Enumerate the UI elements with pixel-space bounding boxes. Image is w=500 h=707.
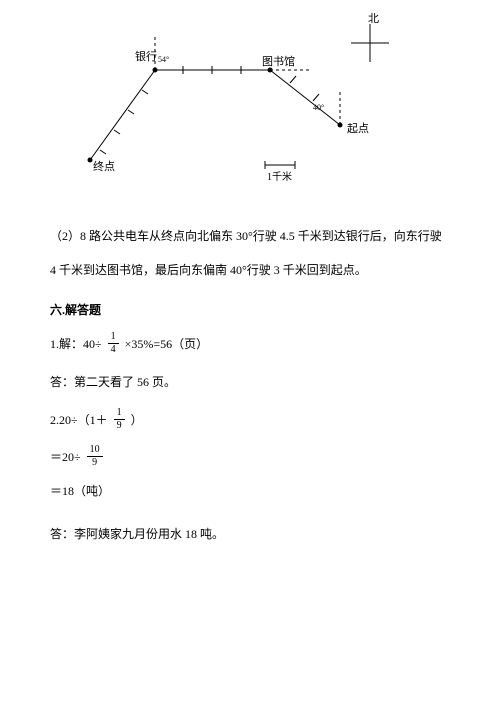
point-library bbox=[268, 68, 273, 73]
north-label: 北 bbox=[368, 12, 379, 25]
compass: 北 bbox=[351, 12, 389, 62]
q2-line1-fraction: 1 9 bbox=[114, 408, 125, 431]
q2-line1-suffix: ） bbox=[131, 411, 143, 428]
end-label: 终点 bbox=[93, 159, 115, 173]
ticks-end-bank bbox=[100, 90, 148, 154]
bank-label: 银行 bbox=[135, 49, 157, 63]
bank-angle-label: 54° bbox=[158, 55, 169, 64]
point-bank bbox=[153, 68, 158, 73]
item-2-text: （2）8 路公共电车从终点向北偏东 30°行驶 4.5 千米到达银行后，向东行驶… bbox=[50, 220, 450, 287]
q2-answer: 答：李阿姨家九月份用水 18 吨。 bbox=[50, 525, 450, 542]
q2-line2: ＝20÷ 10 9 bbox=[50, 445, 450, 468]
scale-bar: 1千米 bbox=[265, 161, 295, 183]
point-end bbox=[88, 158, 93, 163]
q2-line1-prefix: 2.20÷（1＋ bbox=[50, 411, 108, 428]
start-label: 起点 bbox=[347, 122, 369, 135]
segment-end-to-bank bbox=[90, 70, 155, 160]
q1-fraction: 1 4 bbox=[108, 332, 119, 355]
q2-line3: ＝18（吨） bbox=[50, 482, 450, 499]
q2-line2-fraction: 10 9 bbox=[87, 445, 103, 468]
q1-solution: 1.解：40÷ 1 4 ×35%=56（页） bbox=[50, 332, 450, 355]
library-label: 图书馆 bbox=[262, 54, 295, 68]
point-start bbox=[338, 123, 343, 128]
start-angle-label: 40° bbox=[313, 103, 324, 112]
section-6-title: 六.解答题 bbox=[50, 301, 450, 318]
q2-line2-prefix: ＝20÷ bbox=[50, 448, 81, 465]
q1-prefix: 1.解：40÷ bbox=[50, 335, 102, 352]
scale-label: 1千米 bbox=[267, 170, 292, 183]
q1-answer: 答：第二天看了 56 页。 bbox=[50, 373, 450, 390]
route-diagram: 北 bbox=[50, 10, 450, 200]
diagram-svg: 北 bbox=[50, 10, 450, 200]
q2-line1: 2.20÷（1＋ 1 9 ） bbox=[50, 408, 450, 431]
q1-suffix: ×35%=56（页） bbox=[125, 335, 209, 352]
segment-library-to-start bbox=[270, 70, 340, 125]
